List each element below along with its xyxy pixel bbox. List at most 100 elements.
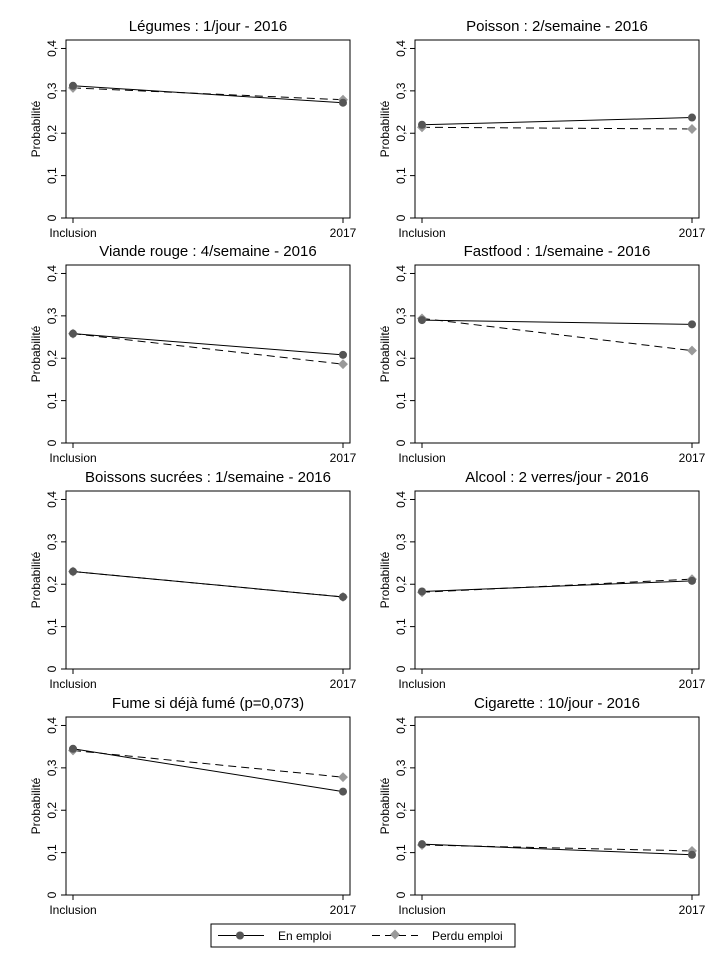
y-tick-label: 0,4 bbox=[45, 491, 59, 508]
point-en-emploi bbox=[339, 98, 347, 107]
chart-title: Cigarette : 10/jour - 2016 bbox=[474, 695, 640, 712]
y-tick-label: 0,2 bbox=[394, 802, 408, 819]
point-perdu-emploi bbox=[687, 345, 697, 356]
legend-box bbox=[210, 923, 516, 948]
legend-label-perdu-emploi: Perdu emploi bbox=[432, 929, 503, 943]
x-tick-label: 2017 bbox=[679, 226, 706, 240]
y-axis-label: Probabilité bbox=[378, 325, 392, 382]
series-line-en-emploi bbox=[72, 85, 344, 104]
y-tick-label: 0 bbox=[394, 891, 408, 898]
x-tick-label: Inclusion bbox=[49, 677, 96, 691]
point-en-emploi bbox=[688, 850, 696, 859]
chart-title: Légumes : 1/jour - 2016 bbox=[129, 18, 287, 35]
chart-title: Fastfood : 1/semaine - 2016 bbox=[464, 243, 651, 260]
y-tick-label: 0,4 bbox=[45, 265, 59, 282]
x-tick-label: Inclusion bbox=[49, 903, 96, 917]
series-line-en-emploi bbox=[421, 843, 693, 856]
series-line-perdu-emploi bbox=[72, 749, 344, 778]
plot-frame bbox=[414, 716, 700, 896]
y-tick-label: 0,3 bbox=[394, 307, 408, 324]
y-axis-label: Probabilité bbox=[29, 551, 43, 608]
point-en-emploi bbox=[69, 567, 77, 576]
legend-label-en-emploi: En emploi bbox=[278, 929, 331, 943]
point-en-emploi bbox=[339, 787, 347, 796]
point-en-emploi bbox=[688, 320, 696, 329]
y-tick-label: 0,3 bbox=[45, 759, 59, 776]
point-en-emploi bbox=[418, 120, 426, 129]
chart-panel: Fastfood : 1/semaine - 2016 Probabilité 0 0… bbox=[378, 243, 706, 465]
x-tick-label: Inclusion bbox=[49, 451, 96, 465]
y-tick-label: 0,1 bbox=[45, 167, 59, 184]
y-tick-label: 0,4 bbox=[45, 40, 59, 57]
y-axis-label: Probabilité bbox=[378, 100, 392, 157]
series-line-en-emploi bbox=[421, 580, 693, 592]
chart-panel: Alcool : 2 verres/jour - 2016 Probabilité… bbox=[378, 469, 706, 691]
y-tick-label: 0 bbox=[394, 665, 408, 672]
y-tick-label: 0,4 bbox=[45, 717, 59, 734]
y-axis-label: Probabilité bbox=[29, 777, 43, 834]
y-axis-label: Probabilité bbox=[378, 777, 392, 834]
y-tick-label: 0,3 bbox=[45, 307, 59, 324]
plot-frame bbox=[414, 39, 700, 219]
y-tick-label: 0,4 bbox=[394, 265, 408, 282]
y-tick-label: 0,1 bbox=[45, 844, 59, 861]
y-tick-label: 0,3 bbox=[394, 759, 408, 776]
point-en-emploi bbox=[418, 316, 426, 325]
y-tick-label: 0,1 bbox=[45, 618, 59, 635]
chart-panel: Fume si déjà fumé (p=0,073) Probabilité 0 0… bbox=[29, 695, 357, 917]
point-en-emploi bbox=[339, 350, 347, 359]
x-tick-label: 2017 bbox=[679, 451, 706, 465]
y-tick-label: 0,1 bbox=[45, 392, 59, 409]
x-tick-label: Inclusion bbox=[49, 226, 96, 240]
series-line-en-emploi bbox=[72, 571, 344, 598]
x-tick-label: 2017 bbox=[679, 903, 706, 917]
y-tick-label: 0,2 bbox=[45, 802, 59, 819]
plot-frame bbox=[414, 490, 700, 670]
series-line-en-emploi bbox=[72, 333, 344, 356]
plot-frame bbox=[65, 39, 351, 219]
point-en-emploi bbox=[69, 81, 77, 90]
point-perdu-emploi bbox=[338, 772, 348, 783]
chart-title: Alcool : 2 verres/jour - 2016 bbox=[465, 469, 648, 486]
chart-title: Viande rouge : 4/semaine - 2016 bbox=[99, 243, 316, 260]
legend-marker-perdu-emploi bbox=[390, 929, 400, 940]
point-en-emploi bbox=[688, 113, 696, 122]
y-tick-label: 0,4 bbox=[394, 717, 408, 734]
y-tick-label: 0,2 bbox=[394, 125, 408, 142]
series-line-perdu-emploi bbox=[421, 126, 693, 130]
y-tick-label: 0,4 bbox=[394, 491, 408, 508]
x-tick-label: 2017 bbox=[330, 903, 357, 917]
x-tick-label: 2017 bbox=[330, 226, 357, 240]
x-tick-label: Inclusion bbox=[398, 677, 445, 691]
chart-panel: Poisson : 2/semaine - 2016 Probabilité 0 0,… bbox=[378, 18, 706, 240]
chart-title: Fume si déjà fumé (p=0,073) bbox=[112, 695, 304, 712]
x-tick-label: Inclusion bbox=[398, 226, 445, 240]
legend-marker-en-emploi bbox=[236, 931, 244, 940]
plot-frame bbox=[65, 490, 351, 670]
y-tick-label: 0,1 bbox=[394, 392, 408, 409]
chart-panels: Légumes : 1/jour - 2016 Probabilité 0 0,1 0,… bbox=[29, 18, 706, 917]
series-line-perdu-emploi bbox=[421, 317, 693, 352]
chart-title: Boissons sucrées : 1/semaine - 2016 bbox=[85, 469, 331, 486]
y-tick-label: 0,2 bbox=[45, 125, 59, 142]
x-tick-label: 2017 bbox=[330, 677, 357, 691]
x-tick-label: Inclusion bbox=[398, 903, 445, 917]
chart-panel: Boissons sucrées : 1/semaine - 2016 Proba… bbox=[29, 469, 357, 691]
chart-panel: Cigarette : 10/jour - 2016 Probabilité 0 0,… bbox=[378, 695, 706, 917]
series-line-en-emploi bbox=[421, 117, 693, 126]
y-tick-label: 0,4 bbox=[394, 40, 408, 57]
legend: En emploi Perdu emploi bbox=[210, 923, 516, 948]
chart-panel: Viande rouge : 4/semaine - 2016 Probabili… bbox=[29, 243, 357, 465]
y-tick-label: 0 bbox=[45, 214, 59, 221]
y-tick-label: 0,3 bbox=[45, 82, 59, 99]
y-tick-label: 0,3 bbox=[45, 533, 59, 550]
series-line-perdu-emploi bbox=[72, 333, 344, 365]
y-tick-label: 0,1 bbox=[394, 844, 408, 861]
y-axis-label: Probabilité bbox=[29, 100, 43, 157]
point-perdu-emploi bbox=[687, 124, 697, 134]
y-axis-label: Probabilité bbox=[29, 325, 43, 382]
point-en-emploi bbox=[69, 329, 77, 338]
y-tick-label: 0,3 bbox=[394, 82, 408, 99]
plot-frame bbox=[65, 716, 351, 896]
